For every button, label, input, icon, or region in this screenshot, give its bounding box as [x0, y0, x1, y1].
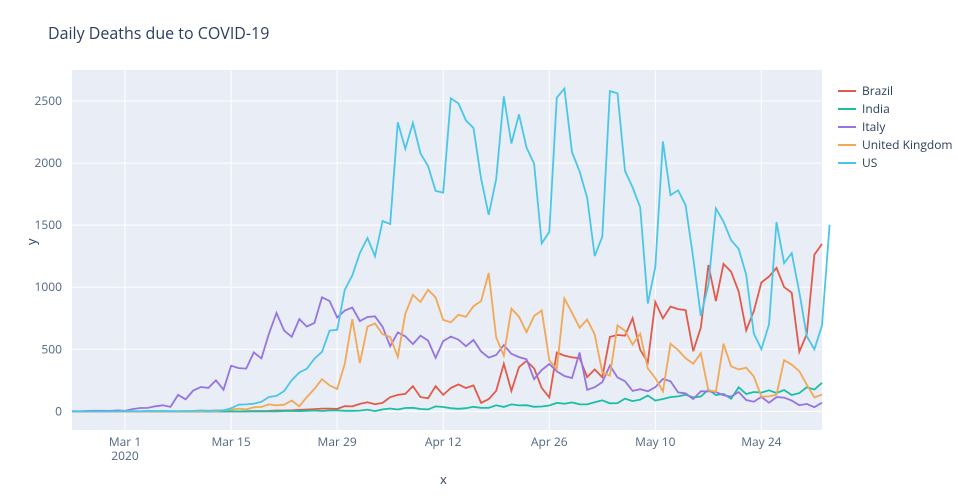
chart-container: Daily Deaths due to COVID-19 y x 0500100… — [0, 0, 958, 501]
y-tick-label: 0 — [55, 402, 62, 419]
x-tick-label: May 24 — [741, 433, 781, 450]
x-tick-label: Apr 12 — [425, 433, 462, 450]
x-tick-label: Mar 29 — [318, 433, 357, 450]
legend-label: Italy — [862, 118, 885, 136]
legend: BrazilIndiaItalyUnited KingdomUS — [838, 82, 953, 172]
legend-label: United Kingdom — [862, 136, 953, 154]
plot-svg: 05001000150020002500Mar 12020Mar 15Mar 2… — [72, 70, 822, 430]
legend-swatch — [838, 126, 856, 128]
legend-item[interactable]: Brazil — [838, 82, 953, 100]
legend-item[interactable]: United Kingdom — [838, 136, 953, 154]
legend-swatch — [838, 108, 856, 110]
legend-item[interactable]: Italy — [838, 118, 953, 136]
legend-swatch — [838, 162, 856, 164]
x-tick-label: May 10 — [635, 433, 675, 450]
series-line[interactable] — [72, 297, 822, 411]
chart-title: Daily Deaths due to COVID-19 — [48, 22, 269, 44]
x-tick-label: Apr 26 — [531, 433, 568, 450]
y-tick-label: 500 — [41, 340, 62, 357]
legend-swatch — [838, 144, 856, 146]
y-tick-label: 1500 — [35, 216, 63, 233]
legend-swatch — [838, 90, 856, 92]
y-tick-label: 1000 — [35, 278, 63, 295]
series-line[interactable] — [72, 383, 822, 412]
legend-label: US — [862, 154, 877, 172]
legend-item[interactable]: India — [838, 100, 953, 118]
legend-label: Brazil — [862, 82, 893, 100]
series-line[interactable] — [72, 89, 830, 412]
y-tick-label: 2500 — [35, 92, 63, 109]
plot-area[interactable]: 05001000150020002500Mar 12020Mar 15Mar 2… — [72, 70, 822, 430]
legend-label: India — [862, 100, 890, 118]
x-axis-label: x — [440, 470, 447, 488]
y-axis-label: y — [22, 238, 40, 245]
x-tick-label: Mar 15 — [211, 433, 250, 450]
y-tick-label: 2000 — [35, 154, 63, 171]
legend-item[interactable]: US — [838, 154, 953, 172]
x-tick-sublabel: 2020 — [111, 447, 139, 464]
